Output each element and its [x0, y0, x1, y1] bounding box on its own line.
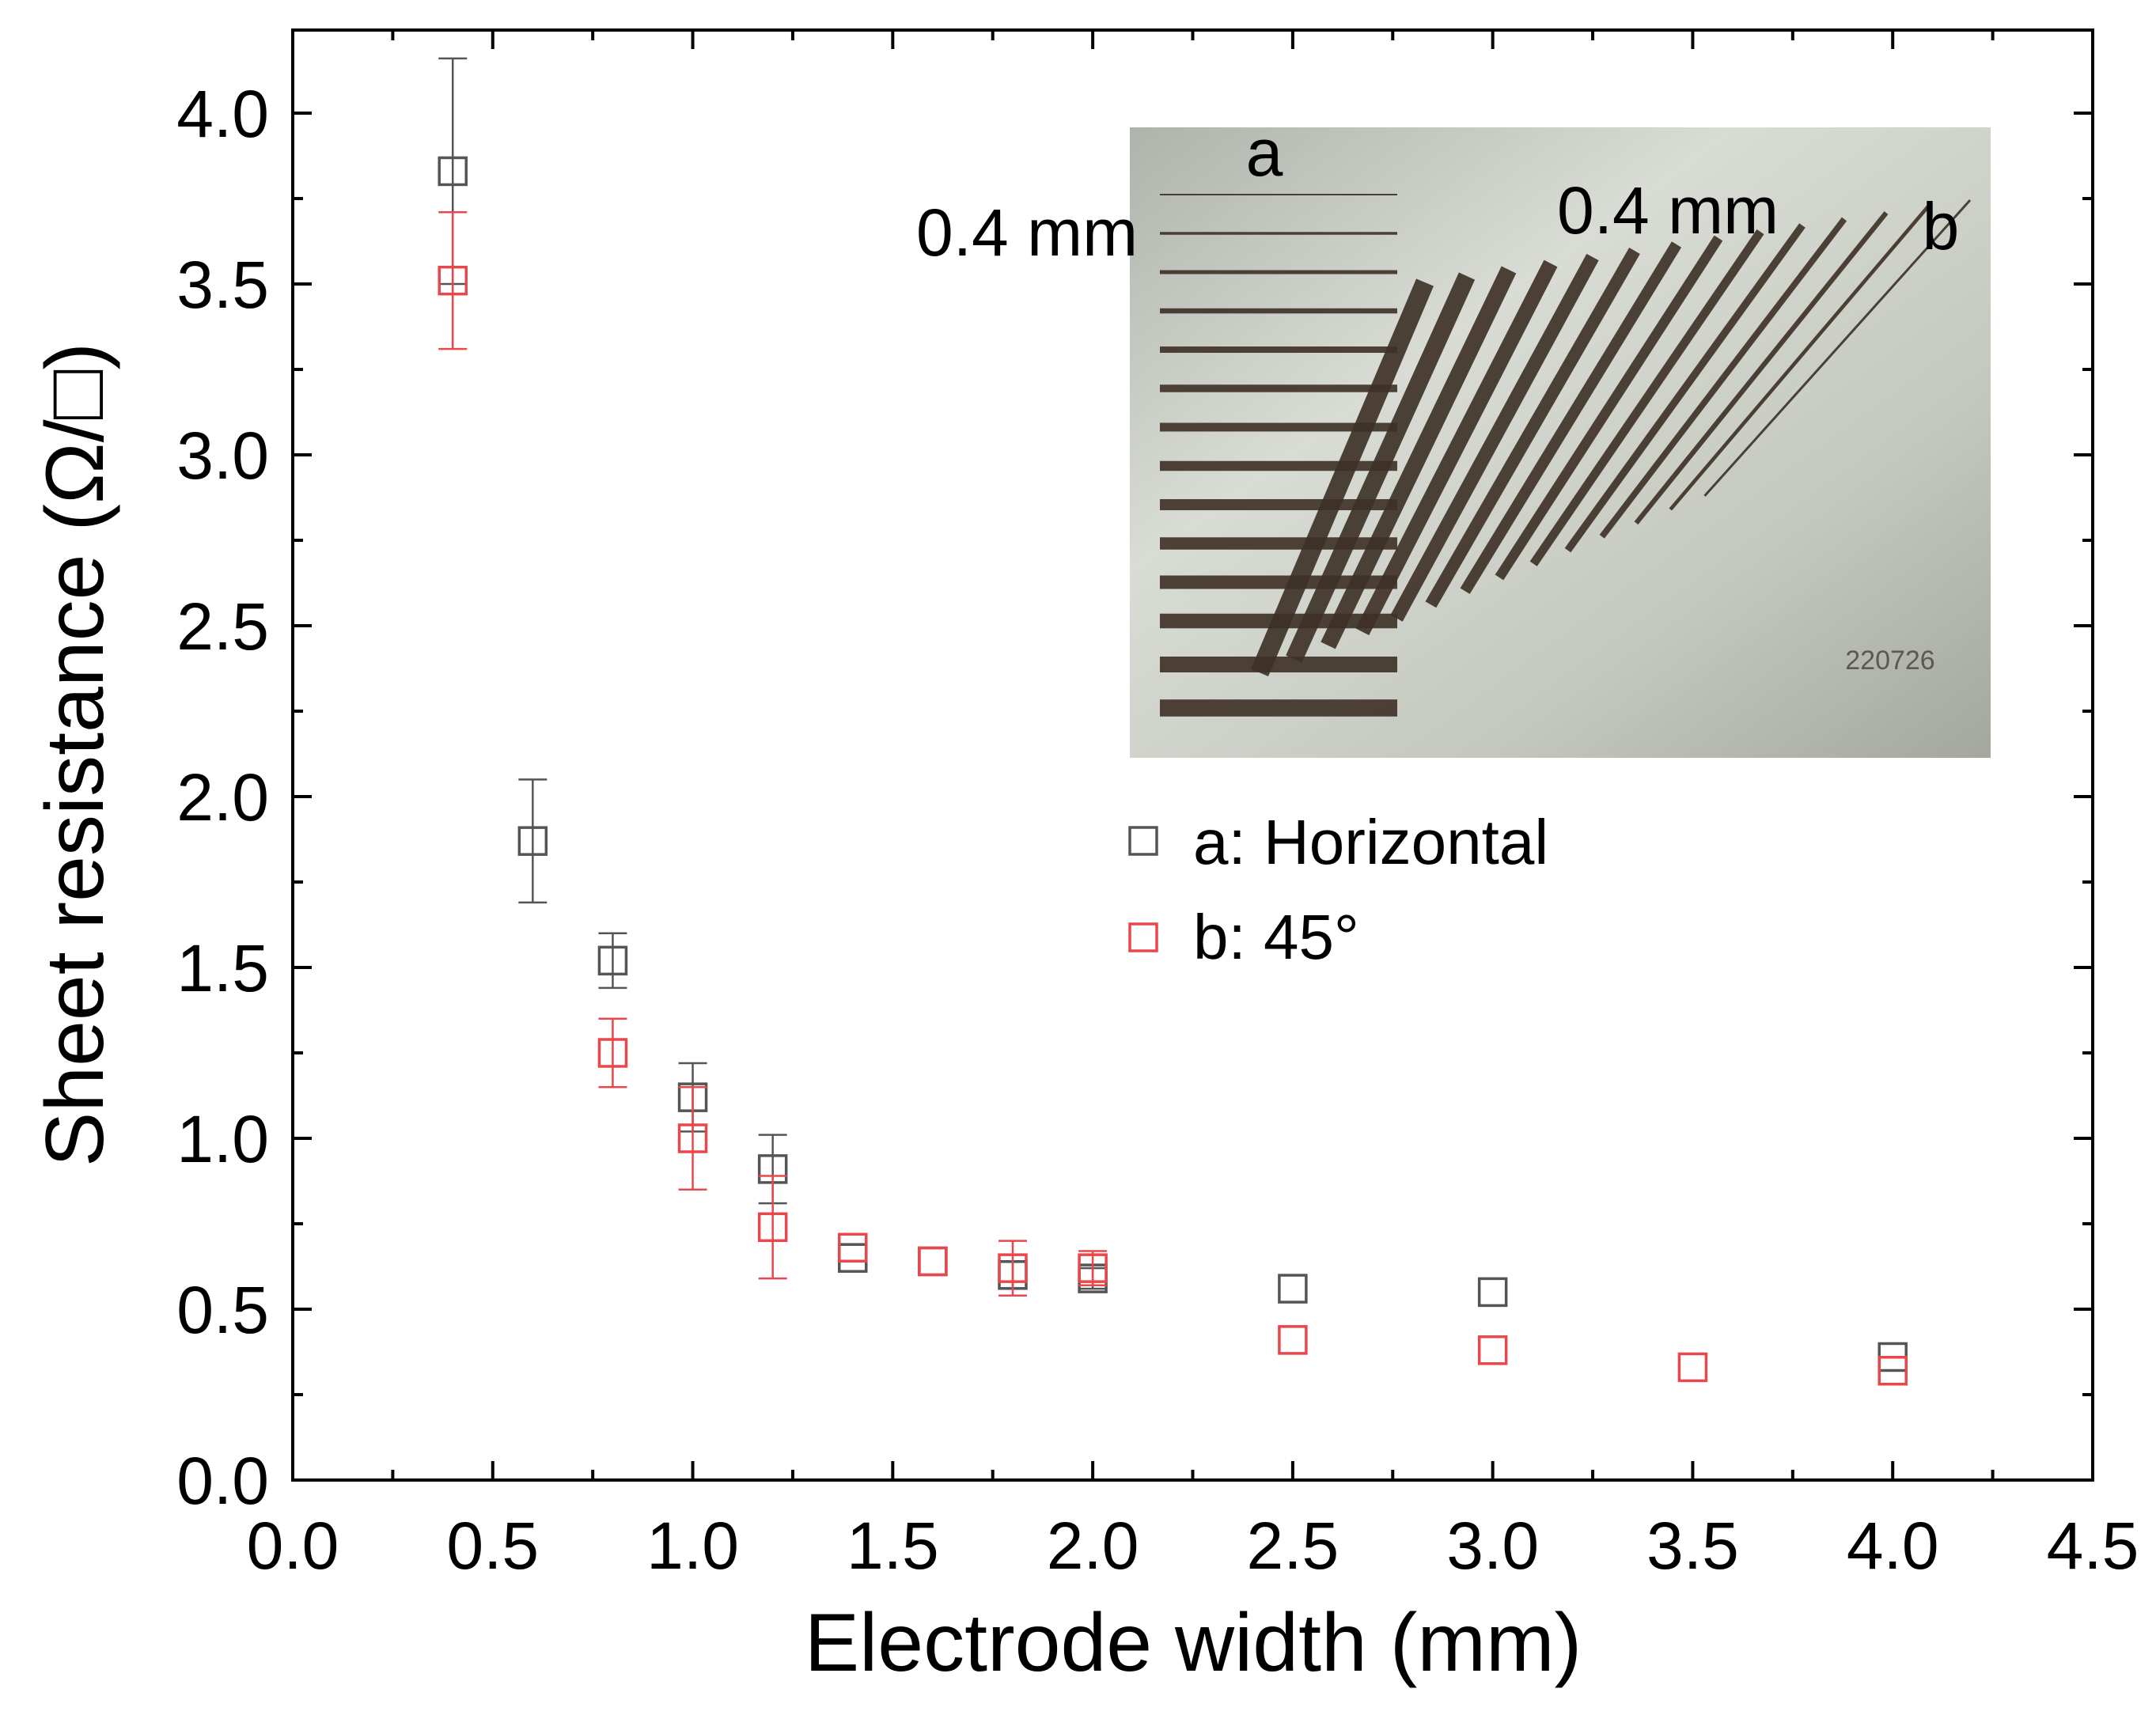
electrode-stripe-diagonal: [1564, 223, 1806, 553]
diagonal-electrode-stripes: [1251, 199, 1972, 676]
data-point-45-degree: [1477, 1335, 1508, 1365]
electrode-stripe-diagonal: [1425, 248, 1640, 608]
data-point-45-degree: [998, 1253, 1028, 1283]
data-point-45-degree: [757, 1212, 788, 1243]
inset-stamp-text: 220726: [1845, 645, 1934, 676]
electrode-stripe-horizontal: [1160, 270, 1397, 274]
electrode-stripe-diagonal: [1321, 266, 1517, 649]
data-point-45-degree: [918, 1246, 948, 1277]
x-tick-label: 0.0: [247, 1509, 339, 1583]
y-tick-label: 1.5: [176, 931, 269, 1005]
electrode-stripe-horizontal: [1160, 194, 1397, 195]
data-point-horizontal: [838, 1243, 868, 1273]
inset-width-label-a: 0.4 mm: [916, 195, 1138, 270]
electrode-stripe-diagonal: [1355, 259, 1558, 636]
electrode-stripe-horizontal: [1160, 657, 1397, 672]
inset-label-a: a: [1246, 115, 1283, 190]
y-tick-label: 0.0: [176, 1444, 269, 1518]
x-tick-label: 1.5: [847, 1509, 939, 1583]
electrode-stripe-diagonal: [1669, 205, 1930, 511]
x-tick-label: 2.5: [1246, 1509, 1339, 1583]
electrode-stripe-diagonal: [1286, 272, 1476, 663]
electrode-stripe-diagonal: [1529, 229, 1764, 566]
data-point-45-degree: [1677, 1352, 1708, 1383]
electrode-stripe-horizontal: [1160, 422, 1397, 432]
data-point-horizontal: [517, 826, 548, 856]
data-point-horizontal: [918, 1246, 948, 1277]
x-axis-tick-labels: 0.0 0.5 1.0 1.5 2.0 2.5 3.0 3.5 4.0 4.5: [247, 1509, 2139, 1583]
data-point-45-degree: [1878, 1356, 1908, 1386]
electrode-stripe-horizontal: [1160, 537, 1397, 550]
x-tick-label: 1.0: [646, 1509, 739, 1583]
electrode-stripe-diagonal: [1390, 253, 1599, 622]
y-tick-label: 3.0: [176, 418, 269, 493]
x-tick-label: 3.0: [1446, 1509, 1539, 1583]
legend-marker-horizontal: [1128, 826, 1158, 856]
data-point-horizontal: [1278, 1274, 1308, 1304]
series-45-degree: [438, 211, 1908, 1386]
electrode-stripe-diagonal: [1251, 278, 1434, 676]
electrode-stripe-horizontal: [1160, 384, 1397, 392]
y-tick-label: 3.5: [176, 248, 269, 322]
electrode-stripe-diagonal: [1495, 235, 1723, 581]
x-tick-label: 2.0: [1047, 1509, 1139, 1583]
x-tick-label: 4.0: [1847, 1509, 1939, 1583]
data-point-45-degree: [438, 265, 468, 296]
y-tick-label: 2.5: [176, 589, 269, 664]
x-tick-label: 3.5: [1646, 1509, 1739, 1583]
y-tick-label: 1.0: [176, 1102, 269, 1176]
electrode-stripe-diagonal: [1703, 199, 1972, 497]
electrode-stripe-diagonal: [1460, 241, 1682, 594]
legend-label-45-degree: b: 45°: [1193, 902, 1359, 972]
data-point-45-degree: [838, 1232, 868, 1263]
y-tick-label: 2.0: [176, 760, 269, 835]
data-point-horizontal: [597, 945, 628, 976]
y-axis-tick-labels: 0.0 0.5 1.0 1.5 2.0 2.5 3.0 3.5 4.0: [176, 77, 269, 1518]
x-tick-label: 4.5: [2047, 1509, 2139, 1583]
electrode-stripe-diagonal: [1634, 211, 1889, 525]
electrode-stripe-horizontal: [1160, 699, 1397, 717]
electrode-stripe-horizontal: [1160, 232, 1397, 235]
data-point-horizontal: [1477, 1277, 1508, 1308]
legend: a: Horizontal b: 45°: [1128, 807, 1548, 972]
inset-width-label-b: 0.4 mm: [1557, 173, 1779, 248]
data-point-45-degree: [597, 1038, 628, 1068]
x-axis-ticks: [291, 30, 2094, 1480]
legend-marker-45-degree: [1128, 922, 1158, 952]
data-point-horizontal: [438, 156, 468, 187]
inset-photo: a 0.4 mm 0.4 mm b 220726: [916, 115, 1991, 758]
electrode-stripe-horizontal: [1160, 308, 1397, 314]
inset-label-b: b: [1923, 189, 1960, 263]
data-point-45-degree: [1278, 1325, 1308, 1355]
electrode-stripe-diagonal: [1599, 217, 1847, 539]
electrode-stripe-horizontal: [1160, 346, 1397, 353]
legend-label-horizontal: a: Horizontal: [1193, 807, 1548, 877]
y-tick-label: 4.0: [176, 77, 269, 151]
data-point-45-degree: [1078, 1253, 1108, 1283]
x-axis-title: Electrode width (mm): [805, 1597, 1582, 1689]
data-point-45-degree: [677, 1123, 708, 1153]
y-axis-ticks: [293, 112, 2093, 1482]
x-tick-label: 0.5: [446, 1509, 539, 1583]
electrode-stripe-horizontal: [1160, 460, 1397, 471]
y-axis-title: Sheet resistance (Ω/□): [29, 343, 121, 1167]
y-tick-label: 0.5: [176, 1273, 269, 1347]
